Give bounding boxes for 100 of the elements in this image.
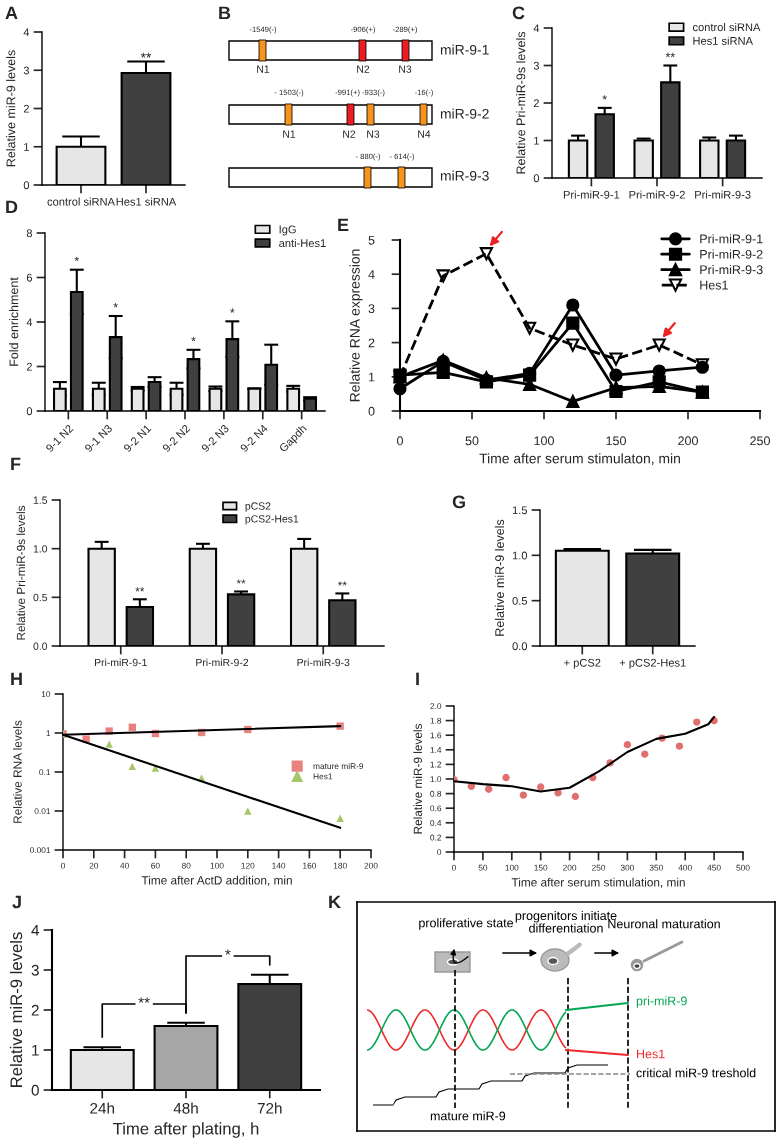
y-axis-title: Relative RNA expression [349, 249, 363, 402]
x-tick-label: 0 [61, 862, 65, 869]
annotation: ** [135, 587, 145, 592]
x-tick-label: 9-1 N3 [84, 424, 113, 453]
x-tick-label: Pri-miR-9-3 [695, 190, 751, 199]
y-tick-label: 1 [24, 143, 29, 151]
text: N1 [257, 65, 270, 73]
annotation: * [74, 256, 80, 262]
x-tick-label: Pri-miR-9-1 [563, 190, 620, 199]
chart-title: F [11, 457, 21, 471]
text: miR-9-1 [440, 44, 489, 55]
y-tick-label: 1 [534, 136, 539, 145]
text: critical miR-9 treshold [636, 1068, 756, 1078]
legend-label: Pri-miR-9-1 [700, 234, 763, 244]
x-tick-label: 400 [678, 864, 692, 871]
x-tick-label: 60 [151, 862, 160, 869]
legend-label: control siRNA [692, 23, 761, 32]
y-tick-label: 2 [31, 1004, 39, 1016]
y-tick-label: 4 [23, 28, 30, 37]
y-axis-title: Relative RNA levels [13, 720, 22, 823]
y-tick-label: 3 [23, 66, 30, 75]
x-tick-label: 250 [591, 864, 606, 871]
y-tick-label: 5 [368, 235, 375, 245]
text: Neuronal maturation [608, 919, 720, 929]
legend-label: Hes1 [313, 773, 333, 780]
chart-title: C [512, 6, 525, 20]
chart-title: D [6, 200, 18, 214]
y-tick-label: 0 [23, 181, 30, 190]
y-axis-title: Relative Pri-miR-9s levels [16, 505, 26, 640]
y-tick-label: 1 [32, 1045, 39, 1056]
annotation: * [230, 308, 235, 313]
legend-label: Hes1 [700, 280, 728, 290]
y-tick-label: 0.6 [430, 805, 442, 812]
annotation: ** [138, 997, 150, 1003]
y-tick-label: 4 [26, 318, 33, 327]
annotation: ** [337, 581, 347, 586]
x-tick-label: 250 [750, 436, 770, 446]
y-tick-label: 0 [26, 407, 33, 416]
x-tick-label: 450 [707, 864, 721, 871]
y-tick-label: 0.2 [430, 834, 442, 841]
annotation: ** [665, 52, 675, 58]
text: N4 [418, 130, 431, 138]
x-tick-label: 120 [241, 862, 255, 869]
x-tick-label: 300 [620, 864, 635, 871]
text: Hes1 [637, 1049, 665, 1059]
x-tick-label: 350 [649, 864, 663, 871]
y-tick-label: 10 [41, 691, 51, 698]
y-tick-label: 3 [31, 964, 39, 976]
x-tick-label: 20 [89, 862, 99, 869]
legend-label: pCS2 [245, 502, 271, 512]
y-tick-label: 1 [46, 730, 51, 737]
legend-label: Pri-miR-9-3 [700, 264, 763, 275]
legend-label: pCS2-Hes1 [245, 515, 299, 525]
text: miR-9-2 [440, 108, 489, 119]
text: B [219, 6, 231, 20]
y-axis-title: Relative miR-9 levels [413, 723, 423, 834]
x-tick-label: 0 [452, 864, 456, 871]
x-tick-label: 24h [90, 1102, 114, 1114]
x-tick-label: 80 [181, 862, 191, 869]
x-tick-label: 50 [465, 436, 479, 446]
x-tick-label: 200 [364, 862, 378, 869]
chart-title: G [452, 495, 465, 509]
chart-title: E [338, 218, 349, 232]
y-tick-label: 3 [533, 61, 540, 70]
y-tick-label: 0.5 [512, 596, 528, 605]
x-tick-label: 200 [563, 864, 577, 871]
y-tick-label: 2 [23, 104, 29, 113]
x-tick-label: 9-1 N2 [45, 424, 74, 453]
y-tick-label: 0.001 [29, 847, 51, 854]
legend-label: mature miR-9 [313, 762, 364, 770]
x-tick-label: 9-2 N2 [162, 424, 191, 453]
y-tick-label: 0.4 [430, 820, 442, 826]
y-tick-label: 0.5 [33, 593, 48, 602]
y-axis-title: Fold enrichment [9, 277, 19, 366]
chart-title: J [12, 895, 21, 909]
x-tick-label: Pri-miR-9-3 [297, 658, 350, 667]
y-tick-label: 0 [533, 174, 540, 183]
y-tick-label: 2 [533, 99, 539, 108]
y-tick-label: 3 [368, 304, 375, 314]
annotation: * [191, 336, 196, 342]
y-tick-label: 8 [26, 229, 33, 238]
x-tick-label: 500 [736, 864, 750, 871]
y-tick-label: 0 [31, 1084, 39, 1096]
text: N3 [367, 130, 380, 138]
legend-label: Hes1 siRNA [693, 36, 753, 45]
y-tick-label: 1.0 [430, 776, 442, 783]
y-tick-label: 2.0 [430, 703, 442, 710]
y-tick-label: 4 [533, 24, 540, 33]
legend-label: anti-Hes1 [279, 238, 326, 248]
x-axis-title: Time after serum stimulation, min [511, 877, 685, 888]
text: proliferative state [419, 918, 514, 930]
y-tick-label: 1.5 [33, 496, 48, 504]
text: miR-9-3 [440, 170, 489, 181]
y-tick-label: 0 [368, 406, 375, 416]
x-tick-label: 140 [272, 862, 286, 869]
x-axis-title: Time after plating, h [113, 1122, 259, 1138]
x-tick-label: 180 [333, 862, 347, 869]
y-tick-label: 1 [369, 372, 375, 382]
y-tick-label: 1.0 [512, 551, 528, 560]
text: mature miR-9 [430, 1111, 506, 1121]
